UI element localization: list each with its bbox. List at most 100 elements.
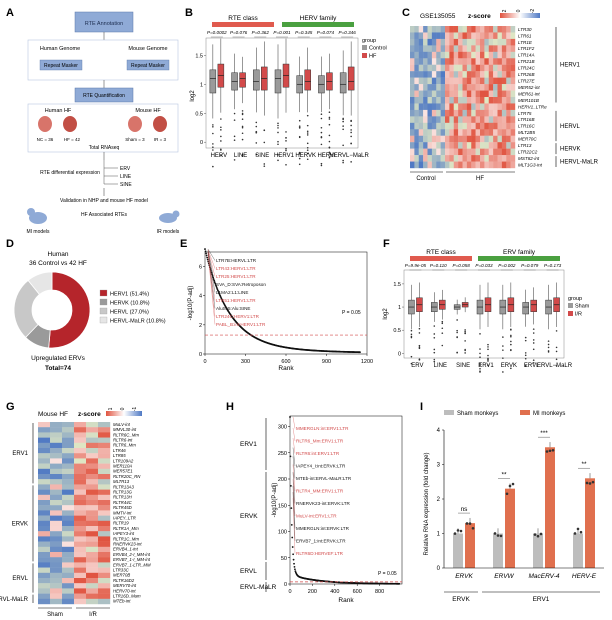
heat-cell (62, 474, 75, 480)
heat-cell (86, 427, 99, 433)
heat-cell (466, 148, 472, 156)
heat-cell (466, 38, 472, 46)
heat-cell (431, 155, 437, 162)
heat-cell (38, 593, 51, 599)
heat-cell (410, 58, 415, 65)
gene-label: MER101B (518, 98, 539, 103)
heat-cell (436, 77, 441, 85)
mi-models-label: MI models (26, 229, 50, 235)
gene-label: IAPEY_LTR (113, 516, 136, 521)
outlier-point (328, 146, 331, 149)
outlier-point (233, 159, 236, 161)
outlier-point (418, 358, 421, 360)
heat-cell (488, 38, 494, 46)
gene-label: MER52-int (518, 85, 540, 90)
x-label-HERVK: HERVK (295, 153, 316, 159)
outlier-point (212, 126, 214, 128)
heat-cell (510, 90, 516, 98)
heat-cell (440, 155, 446, 162)
outlier-point (532, 328, 535, 330)
outlier-point (285, 137, 287, 139)
b-legend-hf: HF (369, 54, 377, 60)
outlier-point (441, 320, 444, 323)
heat-cell (497, 109, 503, 117)
rank-point (215, 287, 218, 289)
outlier-point (306, 114, 309, 117)
heat-cell (74, 541, 87, 547)
label-leader (207, 250, 216, 277)
outlier-point (555, 330, 558, 332)
heat-cell (475, 135, 481, 143)
heat-cell (510, 161, 516, 169)
y-tick-label: 0 (200, 140, 203, 146)
heat-cell (440, 116, 446, 124)
heat-cell (466, 129, 472, 136)
group-label-HERVL-MaLR: HERVL-MaLR (560, 160, 599, 166)
e-labels: LTR7B:HERVL:LTR LTR43:HERV1:LTR LTR25:HERV… (207, 249, 266, 327)
outlier-point (502, 371, 504, 373)
gene-label: MTEb-int (113, 599, 131, 604)
heat-cell (431, 38, 437, 46)
heat-cell (497, 161, 503, 169)
heat-cell (510, 116, 516, 124)
label-leader (207, 251, 216, 293)
heat-cell (488, 45, 494, 53)
heat-cell (458, 148, 463, 156)
heat-cell (410, 109, 415, 117)
heat-cell (501, 122, 507, 130)
heat-cell (445, 116, 450, 124)
heat-cell (436, 90, 441, 98)
label-leader (292, 492, 296, 542)
point-label: RNERVK23-int:ERVK:LTR (296, 501, 351, 506)
heat-cell (98, 546, 111, 553)
heat-cell (74, 593, 87, 599)
outlier-point (241, 155, 244, 157)
data-point (551, 448, 555, 452)
panel-letter-i: I (420, 401, 423, 413)
label-leader (292, 447, 296, 467)
outlier-point (487, 346, 489, 348)
outlier-point (328, 118, 331, 120)
heat-cell (436, 84, 441, 91)
heat-cell (418, 135, 424, 143)
outlier-point (220, 149, 222, 151)
outlier-point (342, 117, 344, 120)
heat-cell (497, 64, 503, 72)
gene-label: LTR24C (518, 66, 535, 71)
heat-cell (510, 135, 516, 143)
heat-cell (493, 161, 498, 169)
heat-cell (445, 148, 450, 156)
heat-cell (431, 32, 437, 40)
heat-cell (38, 510, 51, 516)
y-tick-label: 250 (278, 451, 287, 457)
heat-cell (480, 71, 485, 78)
outlier-point (555, 358, 558, 361)
heat-cell (462, 135, 468, 143)
rank-point (293, 566, 296, 568)
outlier-point (441, 327, 444, 330)
human-hf-label: Human HF (45, 108, 72, 114)
label-leader (207, 249, 216, 269)
heat-cell (98, 489, 111, 495)
i-group-ervk: ERVK (452, 596, 470, 603)
panel-g: G Mouse HF z-score 1 0 -1 MuLV-intMMVL30… (0, 401, 151, 618)
c-group-labels: HERV1 HERVL HERVK HERVL-MaLR (555, 27, 599, 167)
heat-cell (510, 38, 516, 46)
heat-cell (86, 567, 99, 573)
heat-cell (86, 458, 99, 464)
label-leader (292, 464, 296, 492)
gene-label: RLTR6-int (113, 438, 133, 443)
outlier-point (298, 151, 301, 154)
heat-cell (484, 71, 489, 78)
outlier-point (350, 120, 352, 123)
heat-cell (418, 103, 424, 111)
heat-cell (418, 77, 424, 85)
heat-cell (458, 26, 463, 33)
outlier-point (479, 368, 481, 370)
heat-cell (423, 155, 428, 162)
d-legend: HERV1 (51.4%) HERVK (10.8%) HERVL (27.0%) H… (99, 289, 166, 325)
heat-cell (501, 38, 507, 46)
heat-cell (410, 135, 415, 143)
heat-cell (38, 453, 51, 459)
